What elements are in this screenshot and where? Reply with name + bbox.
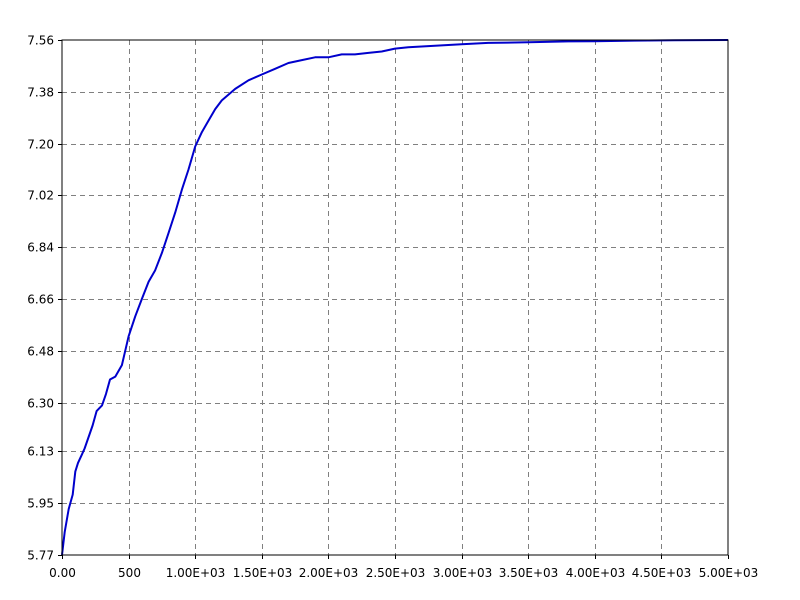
x-tick-label: 1.50E+03	[233, 566, 293, 580]
y-tick-label: 6.48	[27, 345, 54, 359]
y-tick-label: 6.30	[27, 397, 54, 411]
y-tick-label: 7.02	[27, 189, 54, 203]
x-tick-label: 2.50E+03	[366, 566, 426, 580]
x-axis-ticks: 0.00 500 1.00E+03 1.50E+03 2.00E+03 2.50E+03 3…	[49, 555, 758, 580]
plot-frame	[61, 39, 729, 556]
y-tick-label: 7.20	[27, 138, 54, 152]
y-tick-label: 5.95	[27, 497, 54, 511]
x-tick-label: 4.00E+03	[566, 566, 626, 580]
y-tick-label: 6.66	[27, 293, 54, 307]
x-tick-label: 3.50E+03	[499, 566, 559, 580]
y-tick-label: 7.56	[27, 34, 54, 48]
y-tick-label: 6.84	[27, 241, 54, 255]
x-tick-label: 2.00E+03	[299, 566, 359, 580]
x-tick-label: 1.00E+03	[166, 566, 226, 580]
y-tick-label: 6.13	[27, 445, 54, 459]
y-axis-ticks: 5.77 5.95 6.13 6.30 6.48 6.66 6.84 7.02 7.20 7.38…	[27, 34, 62, 563]
y-tick-label: 7.38	[27, 86, 54, 100]
series-layer	[61, 39, 729, 556]
x-tick-label: 5.00E+03	[699, 566, 759, 580]
x-tick-label: 3.00E+03	[433, 566, 493, 580]
series-line-0	[61, 39, 729, 556]
x-tick-label: 0.00	[49, 566, 76, 580]
y-tick-label: 5.77	[27, 549, 54, 563]
x-tick-label: 500	[118, 566, 141, 580]
x-tick-label: 4.50E+03	[632, 566, 692, 580]
grid	[62, 40, 728, 555]
